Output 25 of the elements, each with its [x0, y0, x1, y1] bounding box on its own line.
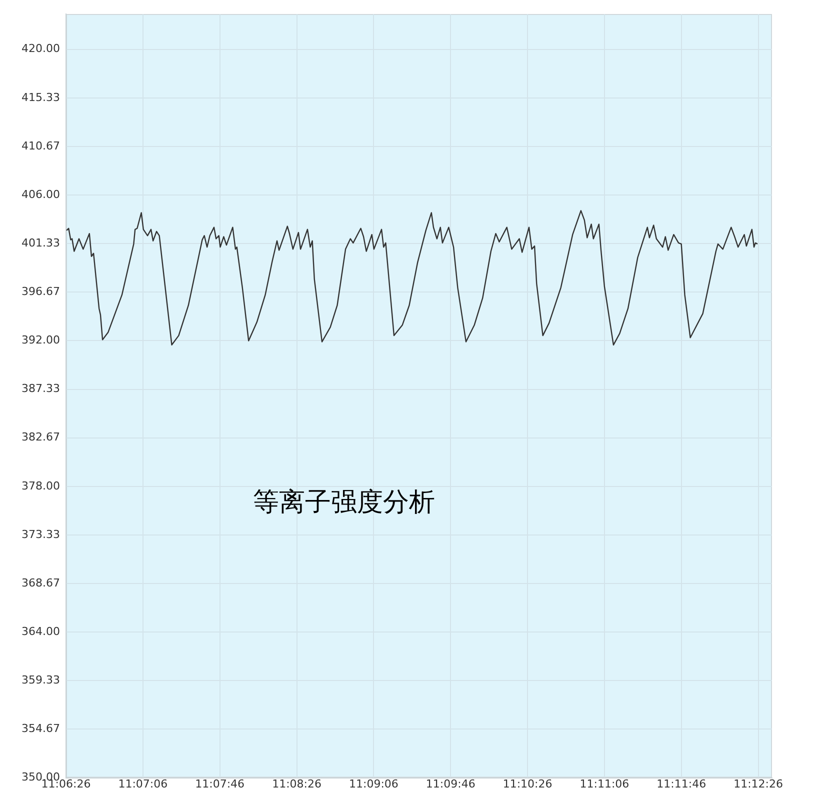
- y-tick-label: 378.00: [22, 479, 60, 492]
- x-tick-label: 11:10:26: [502, 777, 552, 790]
- x-tick-label: 11:07:06: [118, 777, 168, 790]
- y-tick-label: 396.67: [22, 285, 60, 298]
- x-tick-label: 11:11:06: [580, 777, 630, 790]
- y-tick-label: 354.67: [22, 722, 60, 736]
- y-tick-label: 401.33: [22, 236, 60, 250]
- y-tick-label: 359.33: [22, 674, 60, 687]
- annotation: 等离子强度分析: [253, 487, 436, 516]
- y-tick-label: 415.33: [22, 90, 60, 104]
- y-tick-label: 387.33: [22, 382, 60, 396]
- x-tick-label: 11:08:26: [272, 777, 322, 790]
- x-tick-label: 11:07:46: [195, 777, 245, 790]
- y-tick-label: 382.67: [22, 430, 60, 444]
- y-tick-label: 373.33: [22, 528, 60, 541]
- y-tick-label: 410.67: [22, 139, 60, 152]
- y-tick-label: 368.67: [22, 576, 60, 590]
- x-tick-label: 11:09:46: [426, 777, 476, 790]
- y-tick-label: 420.00: [22, 42, 60, 56]
- x-tick-label: 11:12:26: [734, 777, 784, 790]
- x-tick-label: 11:09:06: [348, 777, 398, 790]
- x-tick-label: 11:11:46: [656, 777, 706, 790]
- y-tick-label: 364.00: [22, 624, 60, 638]
- y-tick-label: 406.00: [22, 188, 60, 201]
- y-tick-label: 392.00: [22, 334, 60, 347]
